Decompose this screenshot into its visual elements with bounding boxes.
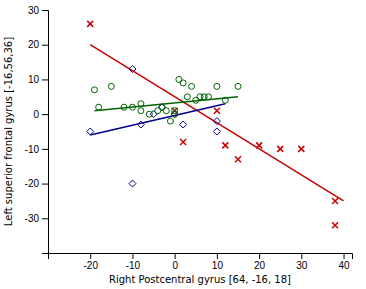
- tick-label: -20: [25, 178, 40, 189]
- point: [332, 198, 338, 204]
- tick-mark: [42, 218, 48, 219]
- y-axis-title: Left superior frontal gyrus [-16,56,36]: [3, 37, 14, 226]
- tick-mark: [42, 79, 48, 80]
- tick: 10: [28, 74, 48, 85]
- tick-mark: [42, 149, 48, 150]
- point: [138, 101, 144, 107]
- tick-label: -30: [25, 213, 40, 224]
- tick: -20: [25, 178, 48, 189]
- point: [205, 94, 211, 100]
- tick: 0: [33, 109, 48, 120]
- point-group: [87, 21, 338, 228]
- point: [213, 128, 220, 135]
- tick-mark: [42, 45, 48, 46]
- point: [167, 118, 173, 124]
- tick: 20: [28, 39, 48, 50]
- point: [214, 83, 220, 89]
- tick-label: -10: [25, 144, 40, 155]
- tick-label: 30: [296, 260, 308, 271]
- axis-line: [42, 11, 49, 254]
- tick: 30: [28, 5, 48, 16]
- tick-mark: [132, 253, 133, 259]
- point: [180, 121, 187, 128]
- tick-mark: [301, 253, 302, 259]
- tick-label: 40: [338, 260, 350, 271]
- tick: -10: [25, 144, 48, 155]
- tick-label: 20: [254, 260, 266, 271]
- point: [108, 83, 114, 89]
- tick-mark: [259, 253, 260, 259]
- tick-mark: [175, 253, 176, 259]
- point-group: [87, 66, 221, 188]
- tick: 40: [338, 253, 350, 271]
- point: [222, 97, 228, 103]
- plot: -20 -10 0 10 20 30 40 -30 -20 -10 0 10 20 30: [25, 5, 353, 271]
- point: [214, 108, 220, 114]
- point: [235, 156, 241, 162]
- tick-label: 10: [28, 74, 40, 85]
- point: [129, 66, 136, 73]
- point: [96, 104, 102, 110]
- point: [138, 108, 144, 114]
- x-axis-title: Right Postcentral gyrus [64, -16, 18]: [109, 274, 291, 285]
- tick: -30: [25, 213, 48, 224]
- tick-mark: [90, 253, 91, 259]
- point: [129, 104, 135, 110]
- marks: [87, 21, 344, 228]
- point: [129, 180, 136, 187]
- tick-mark: [42, 184, 48, 185]
- point: [159, 104, 166, 111]
- tick: 20: [254, 253, 266, 271]
- chart: -20 -10 0 10 20 30 40 -30 -20 -10 0 10 20 30 Right Pos…: [0, 0, 366, 289]
- tick-mark: [344, 253, 345, 259]
- tick-label: 20: [28, 39, 40, 50]
- point: [87, 21, 93, 27]
- tick-label: 0: [33, 109, 39, 120]
- point: [121, 104, 127, 110]
- point: [91, 87, 97, 93]
- tick-label: -20: [83, 260, 98, 271]
- point: [172, 108, 178, 114]
- tick-label: 10: [212, 260, 224, 271]
- point: [235, 83, 241, 89]
- point: [146, 111, 152, 117]
- tick-label: -10: [126, 260, 141, 271]
- point: [277, 146, 283, 152]
- point: [189, 83, 195, 89]
- tick: -10: [126, 253, 141, 271]
- tick-label: 0: [172, 260, 178, 271]
- y-axis: -30 -20 -10 0 10 20 30: [25, 5, 49, 254]
- point: [213, 118, 220, 125]
- tick-mark: [42, 114, 48, 115]
- tick-mark: [217, 253, 218, 259]
- tick: 0: [172, 253, 178, 271]
- point: [163, 108, 169, 114]
- tick-label: 30: [28, 5, 40, 16]
- point: [256, 142, 262, 148]
- point: [332, 222, 338, 228]
- point: [222, 142, 228, 148]
- point: [180, 80, 186, 86]
- tick: 10: [212, 253, 224, 271]
- point: [87, 128, 94, 135]
- axis-line: [49, 254, 353, 260]
- point: [184, 94, 190, 100]
- x-axis: -20 -10 0 10 20 30 40: [49, 253, 353, 271]
- regression-line: [90, 45, 343, 201]
- tick: -20: [83, 253, 98, 271]
- point-group: [91, 76, 241, 124]
- point: [298, 146, 304, 152]
- regression-line: [94, 97, 238, 111]
- tick: 30: [296, 253, 308, 271]
- point: [180, 139, 186, 145]
- tick-mark: [42, 10, 48, 11]
- point: [137, 121, 144, 128]
